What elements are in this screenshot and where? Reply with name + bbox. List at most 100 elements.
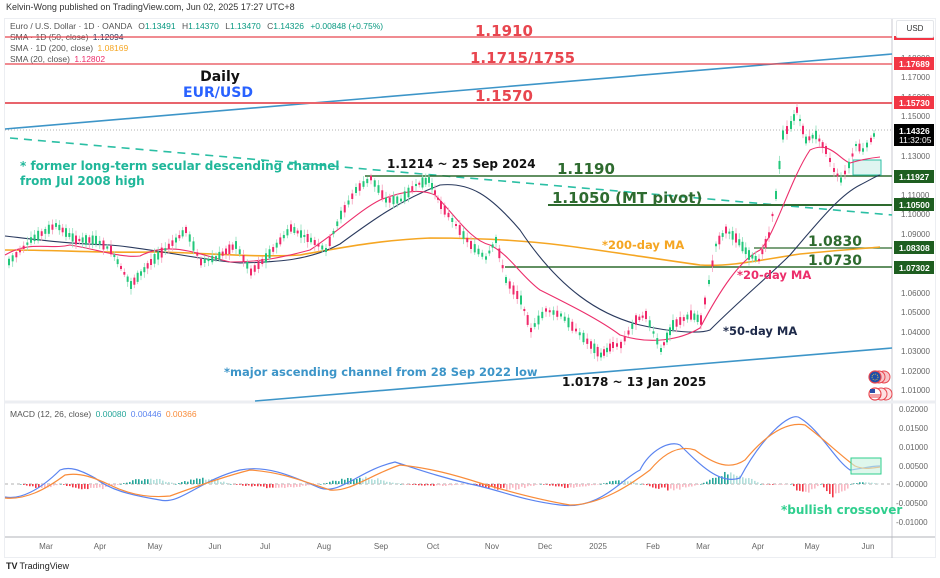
price-tick: 1.06000 <box>901 289 930 298</box>
timeframe-label: Daily <box>200 69 240 85</box>
price-tag-15730-text: 1.15730 <box>899 98 930 108</box>
ma20-label: *20-day MA <box>737 268 811 282</box>
change-value: +0.00848 (+0.75%) <box>310 21 384 31</box>
time-tick: Aug <box>317 542 331 551</box>
sma20-value: 1.12802 <box>74 54 106 64</box>
descending-channel-label-1: * former long-term secular descending ch… <box>20 159 340 173</box>
support-0830-label: 1.0830 <box>808 234 862 250</box>
sma50-line <box>4 174 881 333</box>
time-tick: 2025 <box>589 542 607 551</box>
low-label: L <box>225 21 230 31</box>
usd-flag-icon[interactable] <box>868 387 893 401</box>
time-tick: May <box>804 542 819 551</box>
major-ascending-channel-upper <box>4 53 893 130</box>
sma200-label: SMA · 1D (200, close) <box>10 43 94 53</box>
close-label: C <box>267 21 274 31</box>
macd-tick: -0.00000 <box>896 480 928 489</box>
time-axis[interactable]: Mar Apr May Jun Jul Aug Sep Oct Nov Dec … <box>39 542 874 551</box>
macd-legend[interactable]: MACD (12, 26, close) 0.00080 0.00446 0.0… <box>10 409 197 419</box>
consolidation-box <box>852 159 882 176</box>
currency-selector[interactable]: USD <box>896 20 934 38</box>
macd-tick: 0.01000 <box>899 443 928 452</box>
resistance-1910-label: 1.1910 <box>475 22 533 40</box>
eur-flag-icon[interactable] <box>868 370 891 384</box>
macd-tick: 0.01500 <box>899 424 928 433</box>
sep-high-label: 1.1214 ~ 25 Sep 2024 <box>387 157 536 171</box>
price-tick: 1.15000 <box>901 112 930 121</box>
price-tag-11927-text: 1.11927 <box>899 172 930 182</box>
publisher-line: Kelvin-Wong published on TradingView.com… <box>6 2 295 12</box>
price-tick: 1.03000 <box>901 347 930 356</box>
macd-signal-value: 0.00366 <box>165 409 197 419</box>
ma50-label: *50-day MA <box>723 324 797 338</box>
time-tick: Mar <box>696 542 710 551</box>
bullish-crossover-label: *bullish crossover <box>781 503 902 517</box>
price-tag-11927 <box>894 170 934 183</box>
macd-tick: -0.00500 <box>896 499 928 508</box>
time-tick: Nov <box>485 542 499 551</box>
price-tick: 1.17000 <box>901 73 930 82</box>
macd-hist-value: 0.00080 <box>95 409 127 419</box>
price-tick: 1.02000 <box>901 367 930 376</box>
price-tick: 1.01000 <box>901 386 930 395</box>
price-tick: 1.13000 <box>901 152 930 161</box>
price-tick: 1.11000 <box>901 191 930 200</box>
pair-label: EUR/USD <box>183 85 253 101</box>
time-tick: Jul <box>260 542 270 551</box>
time-tick: May <box>147 542 162 551</box>
macd-line-value: 0.00446 <box>130 409 162 419</box>
price-tick: 1.04000 <box>901 328 930 337</box>
time-tick: Jun <box>209 542 222 551</box>
price-tag-current <box>894 124 934 146</box>
secular-descending-channel <box>9 137 893 216</box>
price-tick: 1.09000 <box>901 230 930 239</box>
resistance-1570-label: 1.1570 <box>475 87 533 105</box>
price-tag-15730 <box>894 96 934 109</box>
time-tick: Oct <box>427 542 440 551</box>
time-tick: Apr <box>94 542 107 551</box>
price-tag-07302 <box>894 261 934 274</box>
price-tag-08308 <box>894 241 934 254</box>
sma20-line <box>4 146 881 341</box>
sma200-legend[interactable]: SMA · 1D (200, close) 1.08169 <box>10 43 128 53</box>
sma200-value: 1.08169 <box>97 43 129 53</box>
high-value: 1.14370 <box>188 21 219 31</box>
macd-tick: -0.01000 <box>896 518 928 527</box>
signal-line <box>4 423 881 506</box>
chart-frame <box>4 18 936 558</box>
macd-tick: 0.00500 <box>899 462 928 471</box>
high-label: H <box>181 21 189 31</box>
price-tag-17689 <box>894 57 934 70</box>
macd-axis[interactable]: 0.02000 0.01500 0.01000 0.00500 -0.00000… <box>896 405 928 527</box>
price-tag-08308-text: 1.08308 <box>899 243 930 253</box>
support-0730-label: 1.0730 <box>808 253 862 269</box>
crossover-box <box>850 457 882 475</box>
ma200-label: *200-day MA <box>602 238 684 252</box>
price-tick: 1.05000 <box>901 308 930 317</box>
current-price-text: 1.14326 <box>899 126 930 136</box>
brand-name: TradingView <box>19 561 70 571</box>
macd-histogram <box>20 471 879 498</box>
symbol-title[interactable]: Euro / U.S. Dollar · 1D · OANDA <box>10 21 132 31</box>
macd-tick: 0.02000 <box>899 405 928 414</box>
macd-line <box>4 416 881 507</box>
open-value: 1.13491 <box>144 21 176 31</box>
price-tag-17689-text: 1.17689 <box>899 59 930 69</box>
price-tag-10500-text: 1.10500 <box>899 200 930 210</box>
low-value: 1.13470 <box>229 21 261 31</box>
jan-low-label: 1.0178 ~ 13 Jan 2025 <box>562 375 706 389</box>
support-1190-label: 1.1190 <box>557 160 615 178</box>
sma20-legend[interactable]: SMA (20, close) 1.12802 <box>10 54 105 64</box>
time-tick: Mar <box>39 542 53 551</box>
price-tick: 1.10000 <box>901 210 930 219</box>
major-ascending-channel-lower <box>254 347 893 402</box>
macd-label: MACD (12, 26, close) <box>10 409 92 419</box>
price-tag-10500 <box>894 198 934 211</box>
time-tick: Jun <box>862 542 875 551</box>
tradingview-logo[interactable]: TV TradingView <box>6 561 69 571</box>
time-tick: Apr <box>752 542 765 551</box>
candles <box>8 103 875 362</box>
time-tick: Feb <box>646 542 660 551</box>
price-tag-07302-text: 1.07302 <box>899 263 930 273</box>
